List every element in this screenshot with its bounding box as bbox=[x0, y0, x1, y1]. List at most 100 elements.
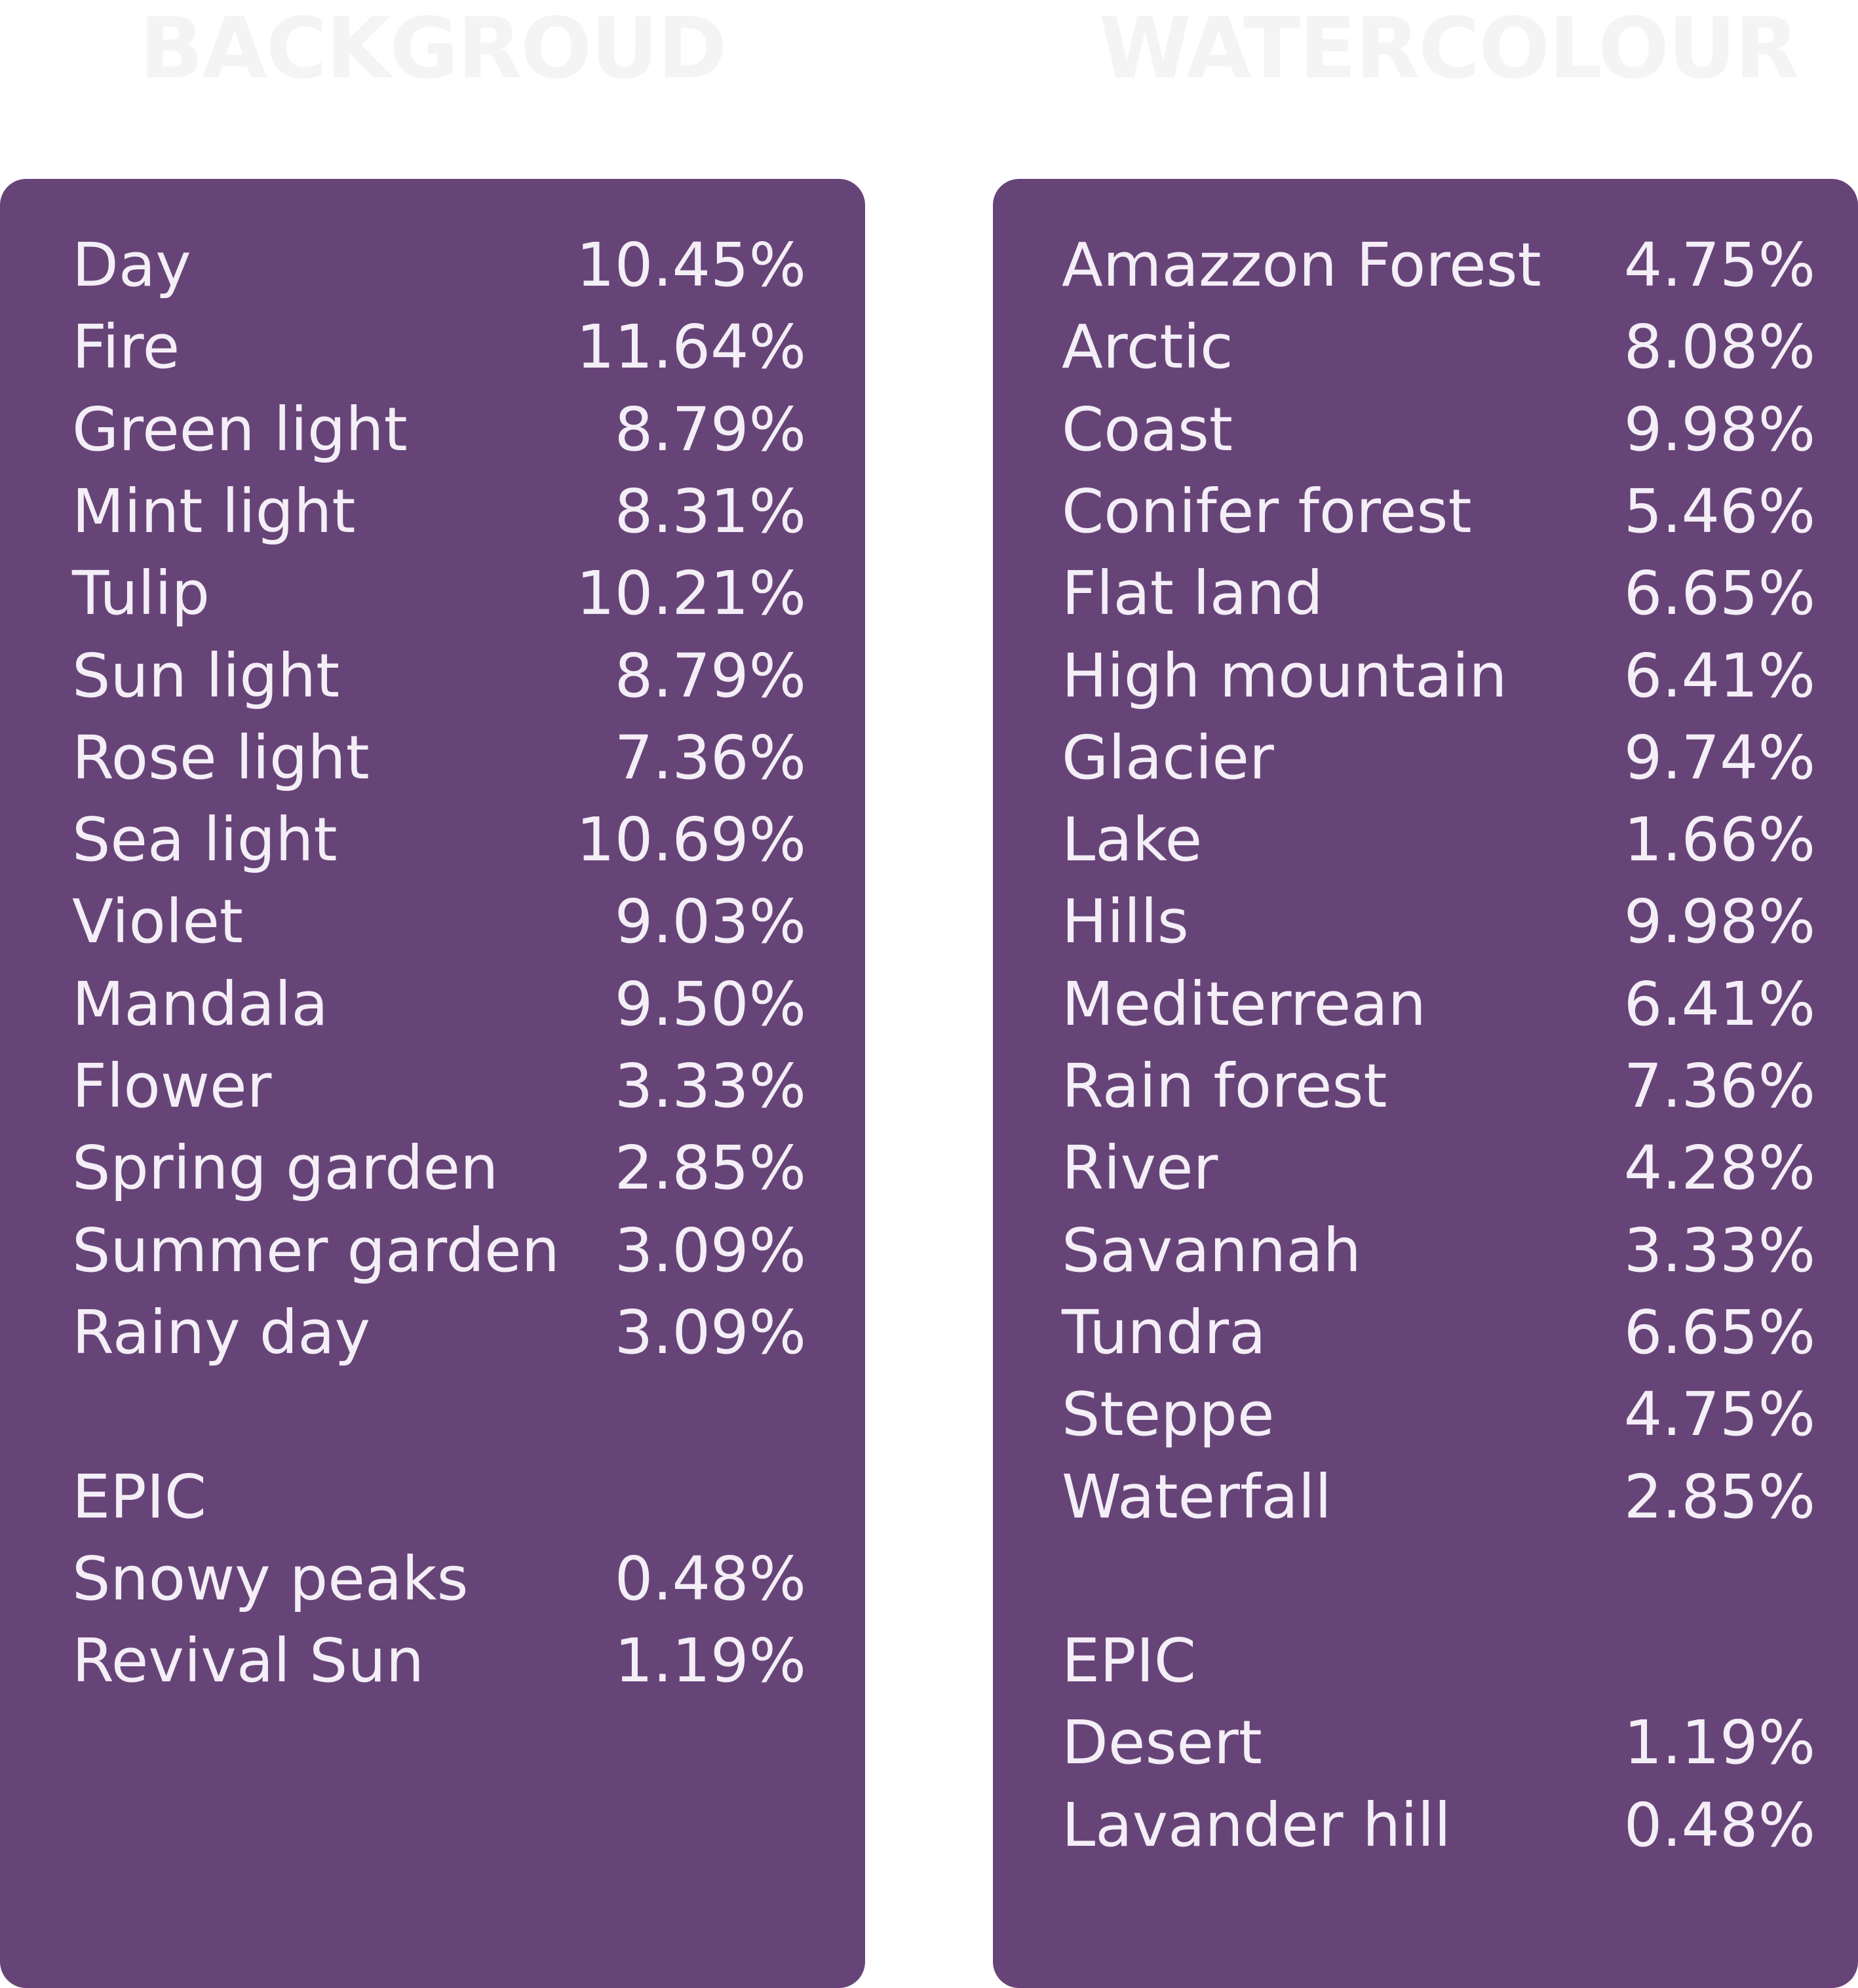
item-percentage: 4.75% bbox=[1623, 1379, 1815, 1450]
watercolour-rarity-row: River 4.28% bbox=[1062, 1127, 1815, 1209]
background-panel bbox=[0, 179, 865, 1988]
item-percentage: 8.31% bbox=[614, 476, 806, 546]
watercolour-rarity-row: Lake 1.66% bbox=[1062, 799, 1815, 881]
item-percentage: 11.64% bbox=[576, 312, 806, 383]
item-percentage: 3.09% bbox=[614, 1215, 806, 1286]
item-percentage: 7.36% bbox=[1623, 1051, 1815, 1121]
item-percentage: 1.19% bbox=[1623, 1708, 1815, 1778]
background-rarity-row: Revival Sun 1.19% bbox=[72, 1620, 806, 1702]
item-name: Rainy day bbox=[72, 1297, 371, 1367]
watercolour-rarity-row: Desert 1.19% bbox=[1062, 1702, 1815, 1784]
watercolour-rarity-row: Mediterrean 6.41% bbox=[1062, 963, 1815, 1045]
item-name: Summer garden bbox=[72, 1215, 560, 1286]
item-name: Rain forest bbox=[1062, 1051, 1387, 1121]
item-percentage: 6.41% bbox=[1623, 640, 1815, 711]
watercolour-rarity-row: Rain forest 7.36% bbox=[1062, 1045, 1815, 1127]
item-percentage: 7.36% bbox=[614, 722, 806, 793]
item-name: Flat land bbox=[1062, 558, 1323, 629]
item-percentage: 10.21% bbox=[576, 558, 806, 629]
watercolour-rarity-row: Tundra 6.65% bbox=[1062, 1291, 1815, 1373]
item-name: Amazzon Forest bbox=[1062, 230, 1541, 300]
watercolour-column-title: WATERCOLOUR bbox=[1098, 0, 1800, 98]
background-rarity-row: Fire 11.64% bbox=[72, 306, 806, 388]
background-rarity-row: Violet 9.03% bbox=[72, 881, 806, 963]
background-rarity-row: Snowy peaks 0.48% bbox=[72, 1538, 806, 1620]
item-name: Conifer forest bbox=[1062, 476, 1472, 546]
item-percentage: 3.09% bbox=[614, 1297, 806, 1367]
item-name: Lavander hill bbox=[1062, 1789, 1451, 1860]
watercolour-rarity-row: High mountain 6.41% bbox=[1062, 635, 1815, 717]
item-percentage: 6.65% bbox=[1623, 558, 1815, 629]
item-percentage: 2.85% bbox=[614, 1133, 806, 1204]
item-percentage: 3.33% bbox=[1623, 1215, 1815, 1286]
watercolour-rarity-row: Waterfall 2.85% bbox=[1062, 1456, 1815, 1538]
item-name: Mandala bbox=[72, 968, 328, 1039]
watercolour-rarity-row: Coast 9.98% bbox=[1062, 389, 1815, 470]
background-rarity-row: Flower 3.33% bbox=[72, 1045, 806, 1127]
item-name: Sun light bbox=[72, 640, 340, 711]
item-percentage: 9.98% bbox=[1623, 887, 1815, 957]
item-percentage: 9.03% bbox=[614, 887, 806, 957]
item-percentage: 10.69% bbox=[576, 805, 806, 875]
item-percentage: 0.48% bbox=[1623, 1789, 1815, 1860]
item-name: Rose light bbox=[72, 722, 370, 793]
background-rarity-row: Summer garden 3.09% bbox=[72, 1210, 806, 1291]
item-percentage: 9.74% bbox=[1623, 722, 1815, 793]
watercolour-panel bbox=[993, 179, 1858, 1988]
item-percentage: 4.28% bbox=[1623, 1133, 1815, 1204]
background-rarity-row: Mandala 9.50% bbox=[72, 963, 806, 1045]
item-name: Flower bbox=[72, 1051, 272, 1121]
item-percentage: 9.98% bbox=[1623, 394, 1815, 465]
item-name: Day bbox=[72, 230, 191, 300]
item-name: Tundra bbox=[1062, 1297, 1266, 1367]
background-column-title: BACKGROUD bbox=[139, 0, 727, 98]
item-percentage: 1.66% bbox=[1623, 805, 1815, 875]
watercolour-rarity-row: Arctic 8.08% bbox=[1062, 306, 1815, 388]
background-rarity-row: Sea light 10.69% bbox=[72, 799, 806, 881]
item-name: Mint light bbox=[72, 476, 356, 546]
item-name: Glacier bbox=[1062, 722, 1274, 793]
watercolour-rarity-row: Lavander hill 0.48% bbox=[1062, 1784, 1815, 1866]
item-percentage: 8.79% bbox=[614, 394, 806, 465]
background-rarity-row: Rainy day 3.09% bbox=[72, 1291, 806, 1373]
item-percentage: 10.45% bbox=[576, 230, 806, 300]
item-name: Spring garden bbox=[72, 1133, 499, 1204]
item-percentage: 8.08% bbox=[1623, 312, 1815, 383]
background-rarity-row: Green light 8.79% bbox=[72, 389, 806, 470]
item-name: Waterfall bbox=[1062, 1461, 1332, 1532]
item-percentage: 6.41% bbox=[1623, 968, 1815, 1039]
watercolour-rarity-row: Steppe 4.75% bbox=[1062, 1373, 1815, 1455]
item-percentage: 6.65% bbox=[1623, 1297, 1815, 1367]
item-percentage: 0.48% bbox=[614, 1543, 806, 1614]
item-name: Sea light bbox=[72, 805, 338, 875]
background-rarity-row: Sun light 8.79% bbox=[72, 635, 806, 717]
item-name: Tulip bbox=[72, 558, 210, 629]
item-name: Savannah bbox=[1062, 1215, 1361, 1286]
background-epic-heading: EPIC bbox=[72, 1461, 206, 1532]
item-name: Coast bbox=[1062, 394, 1233, 465]
item-percentage: 8.79% bbox=[614, 640, 806, 711]
item-percentage: 2.85% bbox=[1623, 1461, 1815, 1532]
item-name: Steppe bbox=[1062, 1379, 1275, 1450]
item-percentage: 3.33% bbox=[614, 1051, 806, 1121]
item-name: Lake bbox=[1062, 805, 1203, 875]
watercolour-rarity-row: Glacier 9.74% bbox=[1062, 717, 1815, 799]
background-rarity-row: Spring garden 2.85% bbox=[72, 1127, 806, 1209]
item-name: Revival Sun bbox=[72, 1626, 425, 1696]
watercolour-rarity-row: Hills 9.98% bbox=[1062, 881, 1815, 963]
item-name: Mediterrean bbox=[1062, 968, 1426, 1039]
watercolour-epic-heading: EPIC bbox=[1062, 1626, 1196, 1696]
item-name: Green light bbox=[72, 394, 408, 465]
background-rarity-row: Rose light 7.36% bbox=[72, 717, 806, 799]
item-name: Fire bbox=[72, 312, 180, 383]
item-name: Desert bbox=[1062, 1708, 1262, 1778]
background-rarity-row: Tulip 10.21% bbox=[72, 552, 806, 634]
item-name: Arctic bbox=[1062, 312, 1233, 383]
watercolour-rarity-row: Savannah 3.33% bbox=[1062, 1210, 1815, 1291]
item-percentage: 5.46% bbox=[1623, 476, 1815, 546]
item-name: High mountain bbox=[1062, 640, 1507, 711]
background-rarity-row: Day 10.45% bbox=[72, 224, 806, 306]
item-name: River bbox=[1062, 1133, 1218, 1204]
item-name: Hills bbox=[1062, 887, 1189, 957]
watercolour-rarity-row: Flat land 6.65% bbox=[1062, 552, 1815, 634]
